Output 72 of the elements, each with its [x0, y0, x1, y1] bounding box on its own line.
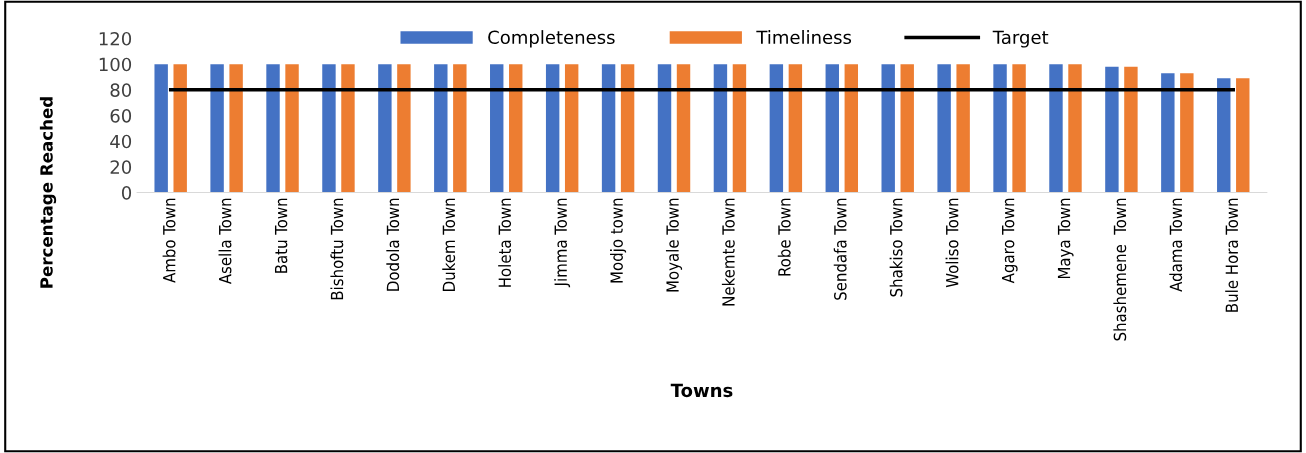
bar	[564, 64, 579, 193]
bar	[434, 64, 448, 193]
bar	[1217, 78, 1231, 193]
x-tick-label: Batu Town	[274, 198, 288, 273]
x-tick-label: Agaro Town	[1002, 198, 1018, 284]
bar	[210, 64, 224, 193]
bar	[1068, 64, 1082, 193]
x-tick-label: Adama Town	[1169, 198, 1183, 292]
bar	[993, 64, 1007, 193]
bar	[397, 64, 411, 193]
y-tick-label: 100	[99, 57, 132, 72]
bar	[620, 64, 635, 193]
x-tick-label: Holeta Town	[498, 198, 512, 287]
bar	[1124, 66, 1138, 193]
bar	[1180, 73, 1194, 193]
legend-label: Target	[992, 30, 1049, 48]
y-tick-label: 120	[99, 31, 132, 46]
bar	[1161, 73, 1175, 193]
x-tick-label: Dodola Town	[386, 198, 400, 291]
bar	[956, 64, 970, 193]
bar	[285, 64, 299, 193]
bar	[713, 64, 728, 193]
x-tick-label: Bule Hora Town	[1225, 198, 1239, 312]
bar	[453, 64, 467, 193]
y-axis-title: Percentage Reached	[39, 97, 57, 288]
bar	[378, 64, 392, 193]
bar	[490, 64, 504, 193]
y-tick-label: 0	[121, 185, 132, 200]
x-tick-label: Jimma Town	[554, 198, 571, 288]
bar	[173, 64, 187, 193]
bar	[1105, 66, 1119, 193]
bar	[676, 64, 691, 193]
x-tick-label: Maya Town	[1057, 198, 1074, 279]
x-tick-label: Nekemte Town	[721, 198, 735, 306]
y-tick-label: 40	[110, 134, 132, 149]
bar	[900, 64, 914, 193]
bar	[154, 64, 168, 193]
x-tick-label: Dukem Town	[442, 198, 456, 291]
x-tick-label: Sendafa Town	[833, 198, 847, 300]
bar	[601, 64, 616, 193]
bar	[1236, 78, 1250, 193]
x-tick-label: Woliso Town	[945, 198, 959, 288]
bar	[1049, 64, 1063, 193]
bar	[322, 64, 336, 193]
legend-label: Timeliness	[756, 30, 852, 45]
x-axis-title: Towns	[670, 383, 733, 398]
x-tick-label: Shashemene Town	[1113, 198, 1127, 341]
x-tick-label: Modjo town	[610, 198, 627, 283]
x-tick-label: Bishoftu Town	[330, 198, 344, 300]
bar	[788, 64, 803, 193]
bar	[732, 64, 747, 193]
bar	[1012, 64, 1026, 193]
bar	[509, 64, 523, 193]
bar	[769, 64, 784, 193]
y-tick-label: 60	[110, 108, 132, 123]
bar	[825, 64, 839, 193]
bar	[545, 64, 560, 193]
bar	[844, 64, 859, 193]
y-tick-label: 80	[110, 83, 132, 97]
legend-label: Completeness	[488, 30, 615, 48]
x-tick-label: Asella Town	[218, 198, 232, 285]
bar	[937, 64, 951, 193]
y-tick-label: 20	[110, 160, 132, 174]
bar	[881, 64, 895, 193]
bar	[341, 64, 355, 193]
x-tick-label: Ambo Town	[162, 198, 176, 283]
x-tick-label: Robe Town	[777, 198, 791, 276]
bar	[657, 64, 672, 193]
x-tick-label: Moyale Town	[665, 198, 683, 292]
bar	[229, 64, 243, 193]
x-tick-label: Shakiso Town	[889, 198, 903, 297]
bar	[266, 64, 280, 193]
